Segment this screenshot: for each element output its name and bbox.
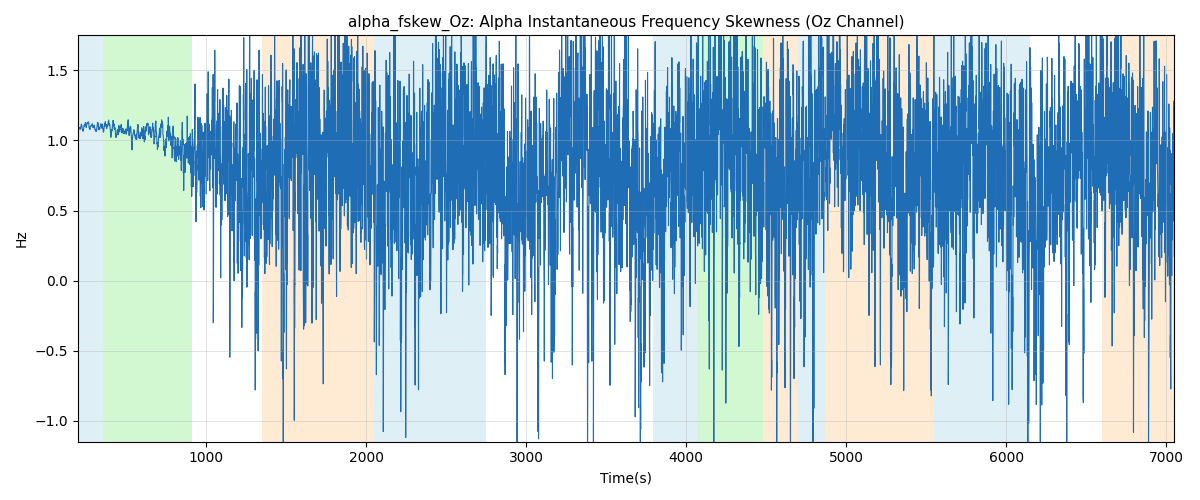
Bar bbox=[826, 36, 935, 442]
Bar bbox=[262, 36, 374, 442]
Bar bbox=[1103, 36, 1175, 442]
X-axis label: Time(s): Time(s) bbox=[600, 471, 652, 485]
Title: alpha_fskew_Oz: Alpha Instantaneous Frequency Skewness (Oz Channel): alpha_fskew_Oz: Alpha Instantaneous Freq… bbox=[348, 15, 905, 31]
Bar bbox=[78, 36, 103, 442]
Y-axis label: Hz: Hz bbox=[14, 230, 29, 248]
Bar bbox=[374, 36, 486, 442]
Bar bbox=[798, 36, 826, 442]
Bar bbox=[697, 36, 763, 442]
Bar bbox=[653, 36, 697, 442]
Bar bbox=[103, 36, 192, 442]
Bar bbox=[763, 36, 798, 442]
Bar bbox=[935, 36, 1031, 442]
